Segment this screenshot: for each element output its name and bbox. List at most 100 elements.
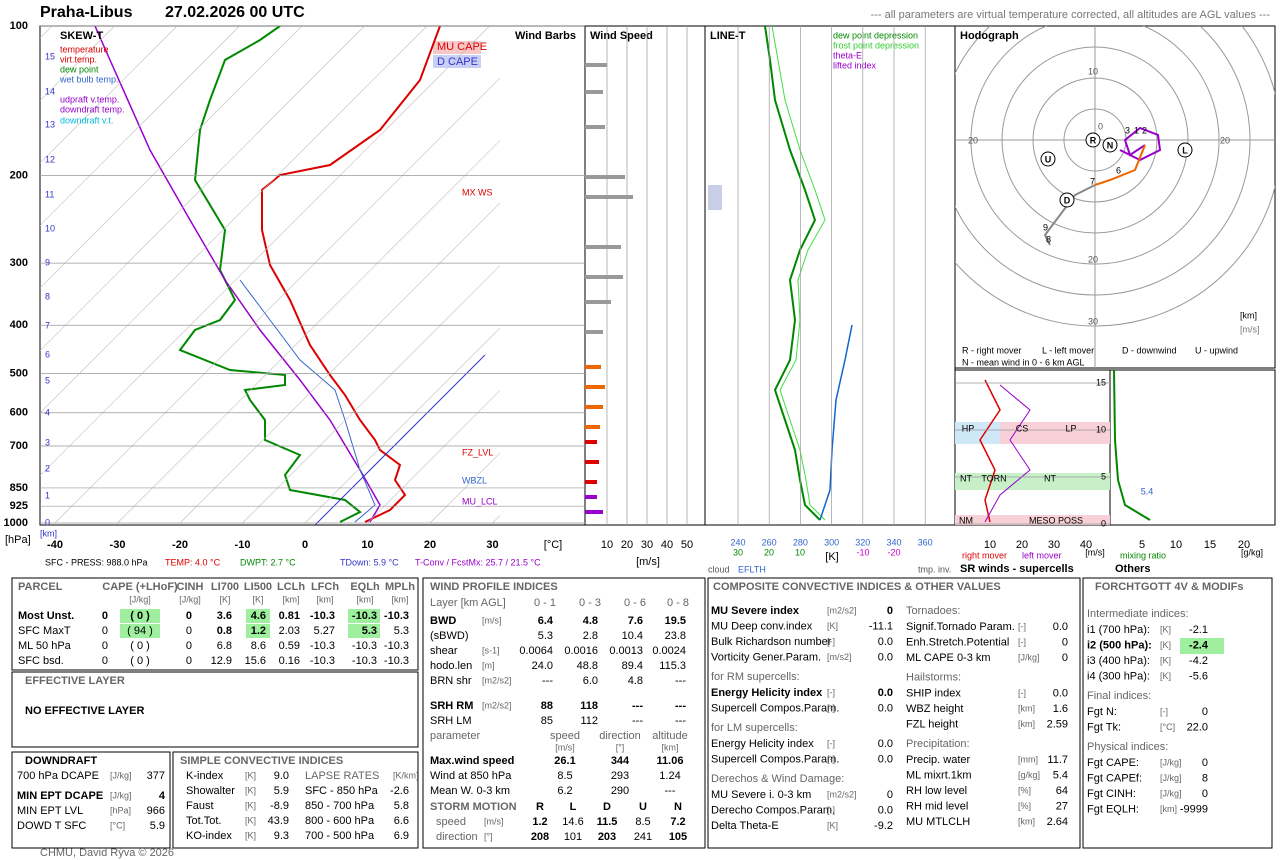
sub-heading: for LM supercells: (711, 722, 798, 734)
cell: -10.3 (352, 640, 377, 652)
km-label: 12 (45, 154, 55, 164)
unit: [m] (482, 660, 495, 670)
isotherm (492, 515, 500, 524)
x-tick: 30 (733, 547, 743, 557)
unit: [J/kg] (129, 594, 151, 604)
sub-title: LAPSE RATES (305, 770, 379, 782)
value: 377 (147, 770, 165, 782)
unit: [°C] (544, 539, 562, 551)
cell: -10.3 (384, 610, 409, 622)
km-label: 11 (45, 189, 54, 199)
unit: [m2/s2] (482, 700, 512, 710)
height-label: 1 (1134, 125, 1139, 135)
height-label: 9 (1043, 222, 1048, 232)
row-label: K-index (186, 770, 224, 782)
legend-entry: dew point depression (833, 30, 918, 40)
value: 105 (669, 831, 687, 843)
dewpoint-curve (178, 26, 362, 523)
downdraft-box (11, 751, 171, 849)
legend-entry: virt.temp. (60, 54, 97, 64)
x-tick: 340 (886, 537, 901, 547)
value: -2.1 (1189, 624, 1208, 636)
value: --- (675, 715, 686, 727)
value: 4.8 (628, 675, 643, 687)
row-label: Fgt CAPEf: (1087, 772, 1142, 784)
ring-label: 20 (1220, 135, 1230, 145)
cell: SFC MaxT (18, 625, 71, 637)
cell: 0 (186, 655, 192, 667)
section-title: DOWNDRAFT (25, 755, 97, 767)
isotherm (179, 202, 500, 524)
zone (955, 473, 1110, 490)
row-label: hodo.len (430, 660, 472, 672)
value: 0.0 (878, 687, 893, 699)
hodo-point-label: U (1045, 154, 1052, 164)
highlight (348, 609, 380, 623)
axis-label: mixing ratio (1120, 550, 1166, 560)
height-label: 8 (1046, 234, 1051, 244)
pressure-label: 500 (10, 367, 28, 379)
unit: [km] (1018, 719, 1035, 729)
unit: [-] (827, 636, 835, 646)
column-header: STORM MOTION (430, 801, 517, 813)
value: 0.0064 (519, 645, 553, 657)
column-header: LFCh (311, 581, 339, 593)
unit: [km] (357, 594, 374, 604)
row-label: Showalter (186, 785, 235, 797)
value: 85 (541, 715, 553, 727)
sub-heading: Physical indices: (1087, 741, 1168, 753)
x-tick: 40 (661, 539, 673, 551)
value: 966 (147, 805, 165, 817)
row-label: Delta Theta-E (711, 820, 779, 832)
wetbulb-curve (239, 279, 376, 523)
unit: [K] (825, 551, 838, 563)
cell: 0.16 (279, 655, 300, 667)
pressure-label: 600 (10, 407, 28, 419)
row-label: BWD (430, 615, 456, 627)
value: 64 (1056, 785, 1068, 797)
time: 27.02.2026 00 UTC (165, 4, 305, 21)
ring-label: 20 (968, 135, 978, 145)
cell: 15.6 (245, 655, 266, 667)
row-label: MU Severe i. 0-3 km (711, 789, 811, 801)
km-label: 15 (45, 51, 55, 61)
cell: ( 0 ) (130, 610, 150, 622)
value: 203 (598, 831, 616, 843)
value: -5.6 (1189, 670, 1208, 682)
unit: [km] (1160, 804, 1177, 814)
value: 0.0013 (609, 645, 643, 657)
value: 0.0024 (652, 645, 686, 657)
row-label: direction (436, 831, 478, 843)
unit: [-] (1160, 706, 1168, 716)
unit: [K] (1160, 671, 1171, 681)
column-header: direction (599, 730, 641, 742)
column-header: 0 - 1 (534, 597, 556, 609)
cell: ( 94 ) (127, 625, 153, 637)
zone-label: NT (960, 473, 972, 483)
panel-title: LINE-T (710, 30, 746, 42)
km-label: 8 (45, 291, 50, 301)
row-label: Bulk Richardson number (711, 636, 832, 648)
cape-label: MU CAPE (437, 41, 487, 53)
unit: [K] (252, 594, 263, 604)
row-label: WBZ height (906, 703, 963, 715)
cell: 0 (186, 640, 192, 652)
temp-tick: 20 (424, 539, 436, 551)
value: 0 (887, 605, 893, 617)
hodo-point-label: R (1090, 135, 1097, 145)
unit: [K] (219, 594, 230, 604)
unit: [m/s] (636, 556, 660, 568)
temperature-curve (261, 26, 441, 523)
unit: [K/km] (393, 770, 419, 780)
sub-heading: Final indices: (1087, 690, 1151, 702)
decorations (11, 25, 1276, 849)
value: 5.8 (394, 800, 409, 812)
parcel-curve (94, 26, 381, 523)
column-header: U (639, 801, 647, 813)
km-label: 4 (45, 407, 50, 417)
unit: [J/kg] (1018, 652, 1040, 662)
unit: [m/s] (555, 742, 575, 752)
height-label: 2 (1142, 125, 1147, 135)
column-header: altitude (652, 730, 687, 742)
unit: [K] (245, 770, 256, 780)
